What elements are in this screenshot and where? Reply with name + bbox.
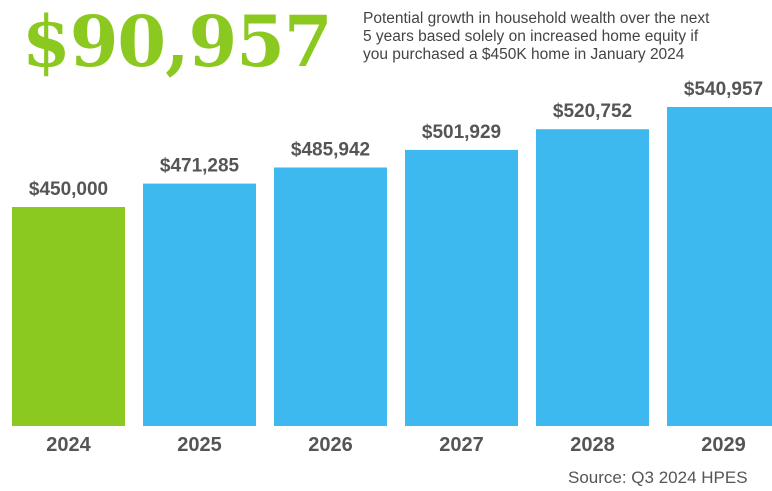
category-label-2027: 2027	[439, 434, 484, 456]
category-label-2029: 2029	[701, 434, 746, 456]
headline-figure: $90,957	[22, 0, 333, 83]
category-label-2028: 2028	[570, 434, 615, 456]
value-label-2029: $540,957	[684, 79, 763, 100]
value-label-2026: $485,942	[291, 139, 370, 160]
source-note: Source: Q3 2024 HPES	[568, 468, 748, 487]
value-label-2025: $471,285	[160, 156, 240, 177]
bar-2028	[536, 129, 649, 426]
bar-2024	[12, 207, 125, 426]
value-label-2028: $520,752	[553, 101, 632, 122]
chart-subtitle: Potential growth in household wealth ove…	[363, 10, 710, 63]
bar-2026	[274, 167, 387, 426]
category-label-2026: 2026	[308, 434, 353, 456]
category-label-2024: 2024	[46, 434, 91, 456]
bar-2029	[667, 107, 772, 426]
bar-2027	[405, 149, 518, 426]
bar-2025	[143, 183, 256, 426]
value-label-2024: $450,000	[29, 179, 108, 200]
value-label-2027: $501,929	[422, 122, 501, 143]
category-label-2025: 2025	[177, 434, 222, 456]
